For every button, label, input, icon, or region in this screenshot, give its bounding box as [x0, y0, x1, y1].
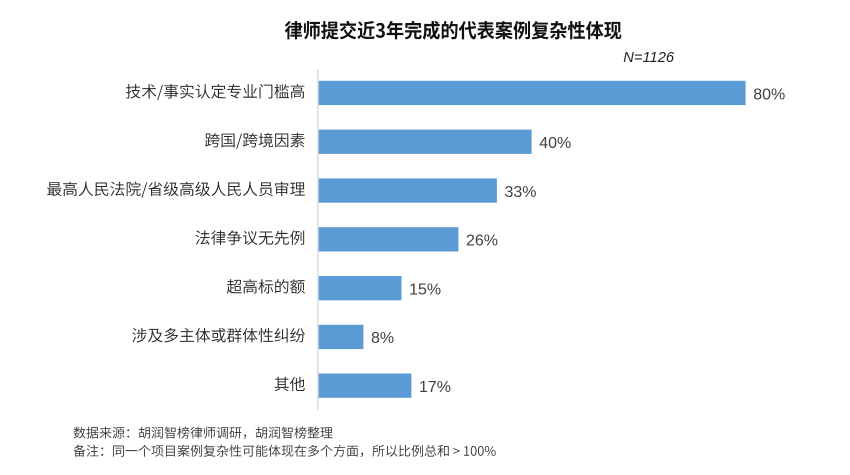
svg-text:26%: 26%: [466, 233, 498, 250]
svg-text:80%: 80%: [753, 86, 785, 103]
svg-text:17%: 17%: [419, 379, 451, 396]
svg-text:8%: 8%: [371, 330, 394, 347]
svg-text:40%: 40%: [539, 135, 571, 152]
svg-text:15%: 15%: [409, 281, 441, 298]
svg-text:33%: 33%: [505, 184, 537, 201]
svg-text:N=1126: N=1126: [623, 50, 675, 66]
